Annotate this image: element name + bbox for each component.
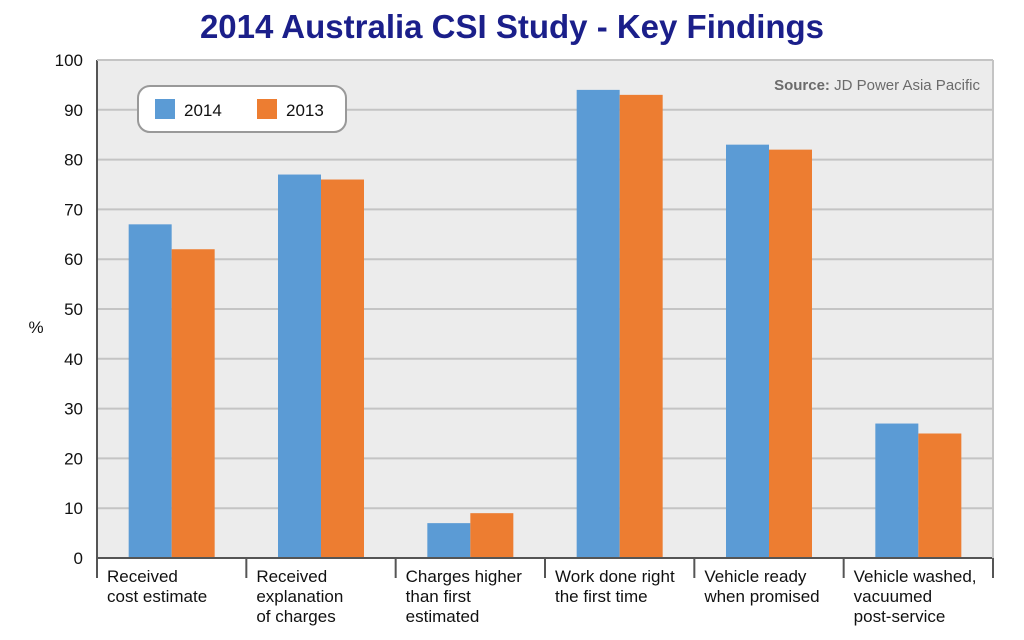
legend-label-2014: 2014 — [184, 101, 222, 120]
x-category-label-line: Received — [256, 567, 327, 586]
bar-2013-5 — [769, 149, 812, 558]
x-category-label-line: Vehicle washed, — [854, 567, 977, 586]
x-category-label-line: Work done right — [555, 567, 675, 586]
x-category-label-line: the first time — [555, 587, 648, 606]
source-text: JD Power Asia Pacific — [830, 77, 981, 94]
y-tick-label: 30 — [64, 400, 83, 419]
bar-2014-4 — [576, 89, 620, 558]
x-category-label-line: when promised — [703, 587, 819, 606]
gridlines — [97, 59, 993, 510]
x-category-label: Received explanation of charges — [256, 567, 343, 626]
x-category-label: Vehicle ready when promised — [703, 567, 819, 606]
y-tick-label: 40 — [64, 350, 83, 369]
bar-2013-6 — [918, 433, 962, 558]
x-category-label: Vehicle washed, vacuumed post-service — [854, 567, 977, 626]
bar-2014-1 — [128, 224, 172, 558]
y-tick-label: 0 — [74, 549, 83, 568]
y-tick-label: 60 — [64, 250, 83, 269]
x-category-label: Charges higher than first estimated — [406, 567, 523, 626]
x-category-label-line: Vehicle ready — [704, 567, 807, 586]
y-tick-label: 80 — [64, 151, 83, 170]
bar-2014-3 — [427, 523, 471, 558]
legend-label-2013: 2013 — [286, 101, 324, 120]
source-label: Source: — [774, 77, 830, 94]
y-tick-label: 20 — [64, 449, 83, 468]
y-tick-label: 50 — [64, 300, 83, 319]
x-category-label-line: of charges — [256, 607, 335, 626]
x-category-label-line: vacuumed — [854, 587, 932, 606]
legend-swatch-2014 — [155, 99, 175, 119]
y-tick-label: 100 — [55, 51, 83, 70]
y-tick-label: 70 — [64, 200, 83, 219]
y-tick-label: 90 — [64, 101, 83, 120]
chart-title: 2014 Australia CSI Study - Key Findings — [199, 8, 825, 45]
x-category-label-line: explanation — [256, 587, 343, 606]
x-category-label-line: Received — [107, 567, 178, 586]
bar-2013-1 — [171, 249, 215, 559]
axes — [96, 59, 994, 578]
y-axis-label: % — [28, 318, 43, 337]
y-tick-label: 10 — [64, 499, 83, 518]
bar-2014-6 — [875, 423, 919, 558]
legend-swatch-2013 — [257, 99, 277, 119]
bar-2014-5 — [726, 144, 769, 558]
x-category-label-line: post-service — [854, 607, 946, 626]
source-note: Source: JD Power Asia Pacific — [774, 77, 980, 94]
legend: 2014 2013 — [137, 85, 347, 133]
x-category-label: Received cost estimate — [107, 567, 207, 606]
legend-box — [137, 85, 347, 133]
bar-2013-4 — [619, 94, 663, 559]
bar-2013-3 — [470, 513, 514, 558]
x-category-label-line: estimated — [406, 607, 480, 626]
y-tick-labels: 0 10 20 30 40 50 60 70 80 90 100 — [55, 51, 83, 568]
x-category-label-line: Charges higher — [406, 567, 523, 586]
bar-2014-2 — [278, 174, 321, 559]
bar-2013-2 — [321, 179, 364, 558]
x-category-label: Work done right the first time — [555, 567, 675, 606]
bars — [128, 89, 962, 559]
x-category-label-line: than first — [406, 587, 471, 606]
x-category-label-line: cost estimate — [107, 587, 207, 606]
